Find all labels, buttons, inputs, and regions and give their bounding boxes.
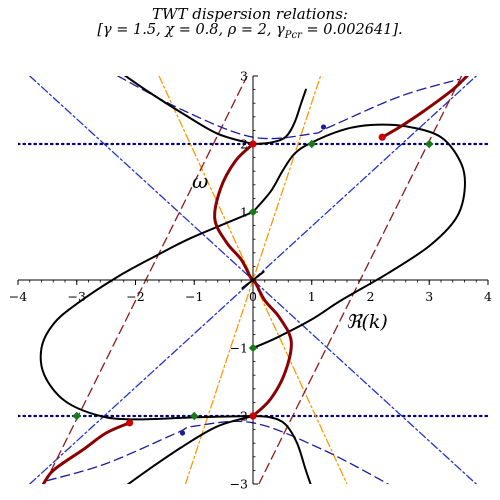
marker-green-9	[72, 411, 81, 421]
subtitle-part-3: = 0.002641].	[301, 22, 403, 38]
y-tick-label-3: 1	[240, 205, 248, 220]
y-tick-label-1: −2	[230, 409, 248, 424]
series-14-dashdot-blue	[29, 76, 477, 484]
x-tick-label-3: −1	[185, 289, 203, 304]
marker-green-5	[248, 343, 258, 353]
series-9-red	[41, 421, 132, 484]
x-tick-label-0: −4	[9, 289, 27, 304]
y-axis-label: ω	[192, 169, 208, 193]
series-5-black	[252, 415, 312, 484]
marker-layer	[72, 124, 434, 436]
series-10-dash-blue	[117, 76, 460, 140]
axes-layer: −4 −3 −2 −1 0 1 2 3 4 −3 −2 −1 1 2 3	[9, 69, 492, 492]
y-tick-label-0: −3	[230, 477, 248, 492]
marker-red-0	[249, 140, 257, 148]
marker-green-6	[307, 139, 316, 149]
series-0-black	[123, 76, 254, 145]
x-tick-label-1: −3	[68, 289, 86, 304]
x-axis-label: ℜ(k)	[346, 311, 388, 333]
subtitle-subscript: Pcr	[284, 29, 302, 41]
x-tick-label-2: −2	[126, 289, 144, 304]
series-3-black	[252, 123, 467, 349]
series-1-black	[252, 88, 307, 145]
marker-green-4	[248, 207, 258, 217]
x-tick-label-8: 4	[484, 289, 492, 304]
marker-red-3	[126, 419, 134, 427]
x-tick-label-7: 3	[425, 289, 433, 304]
subtitle-part-1: [γ = 1.5, χ = 0.8, ρ = 2, γ	[97, 22, 285, 38]
x-tick-label-4: 0	[249, 289, 257, 304]
marker-blue-11	[179, 430, 186, 436]
series-2-black	[39, 211, 254, 421]
chart-subtitle: [γ = 1.5, χ = 0.8, ρ = 2, γPcr = 0.00264…	[0, 22, 500, 41]
y-tick-label-4: 2	[240, 137, 248, 152]
marker-green-7	[425, 139, 434, 149]
marker-blue-10	[320, 124, 327, 130]
series-8-red	[380, 76, 470, 139]
y-tick-label-5: 3	[240, 69, 248, 84]
chart-title: TWT dispersion relations:	[152, 5, 348, 23]
x-tick-label-6: 2	[367, 289, 375, 304]
x-tick-label-5: 1	[308, 289, 316, 304]
y-tick-label-2: −1	[230, 341, 248, 356]
series-4-black	[126, 415, 254, 484]
marker-red-2	[378, 133, 386, 141]
marker-green-8	[190, 411, 199, 421]
series-11-dash-blue	[46, 420, 389, 484]
marker-red-1	[249, 412, 257, 420]
